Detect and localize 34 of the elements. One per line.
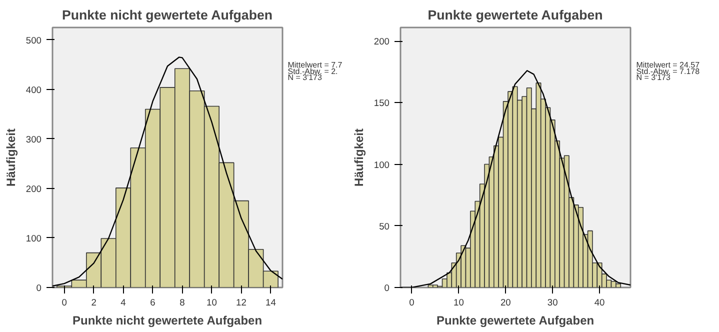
- x-tick-label: 14: [266, 298, 276, 308]
- x-tick-label: 6: [150, 298, 156, 308]
- x-tick-label: 10: [206, 298, 217, 308]
- x-tick-label: 8: [180, 298, 185, 308]
- x-tick-label: 10: [454, 298, 464, 308]
- chart-title: Punkte gewertete Aufgaben: [428, 8, 603, 22]
- x-tick-label: 4: [120, 298, 126, 308]
- x-axis-title: Punkte gewertete Aufgaben: [436, 314, 594, 328]
- x-tick-label: 0: [409, 298, 414, 308]
- x-tick-label: 0: [62, 298, 67, 308]
- y-tick-label: 0: [36, 283, 42, 293]
- chart-title: Punkte nicht gewertete Aufgaben: [62, 8, 273, 22]
- text: Std.-Abw. = 2.: [288, 66, 338, 76]
- y-axis-title: Häufigkeit: [352, 128, 366, 187]
- y-tick-label: 0: [384, 283, 390, 293]
- y-tick-label: 500: [26, 35, 42, 46]
- y-tick-label: 400: [26, 84, 42, 95]
- y-tick-label: 200: [26, 184, 42, 194]
- text: N = 3'173: [636, 73, 671, 82]
- y-tick-label: 200: [374, 36, 390, 47]
- x-tick-label: 12: [236, 298, 246, 308]
- x-tick-label: 20: [500, 298, 511, 308]
- x-tick-label: 2: [91, 298, 96, 308]
- y-axis-title: Häufigkeit: [4, 128, 18, 187]
- text: Std.-Abw. = 7.178: [636, 66, 700, 76]
- text: N = 3'173: [288, 73, 323, 82]
- y-tick-label: 150: [374, 98, 390, 108]
- y-tick-label: 300: [26, 134, 42, 144]
- x-axis-title: Punkte nicht gewertete Aufgaben: [72, 314, 262, 328]
- x-tick-label: 30: [547, 298, 558, 308]
- x-tick-label: 40: [594, 298, 605, 308]
- y-tick-label: 100: [374, 160, 390, 170]
- y-tick-label: 50: [379, 221, 390, 232]
- y-tick-label: 100: [26, 233, 42, 244]
